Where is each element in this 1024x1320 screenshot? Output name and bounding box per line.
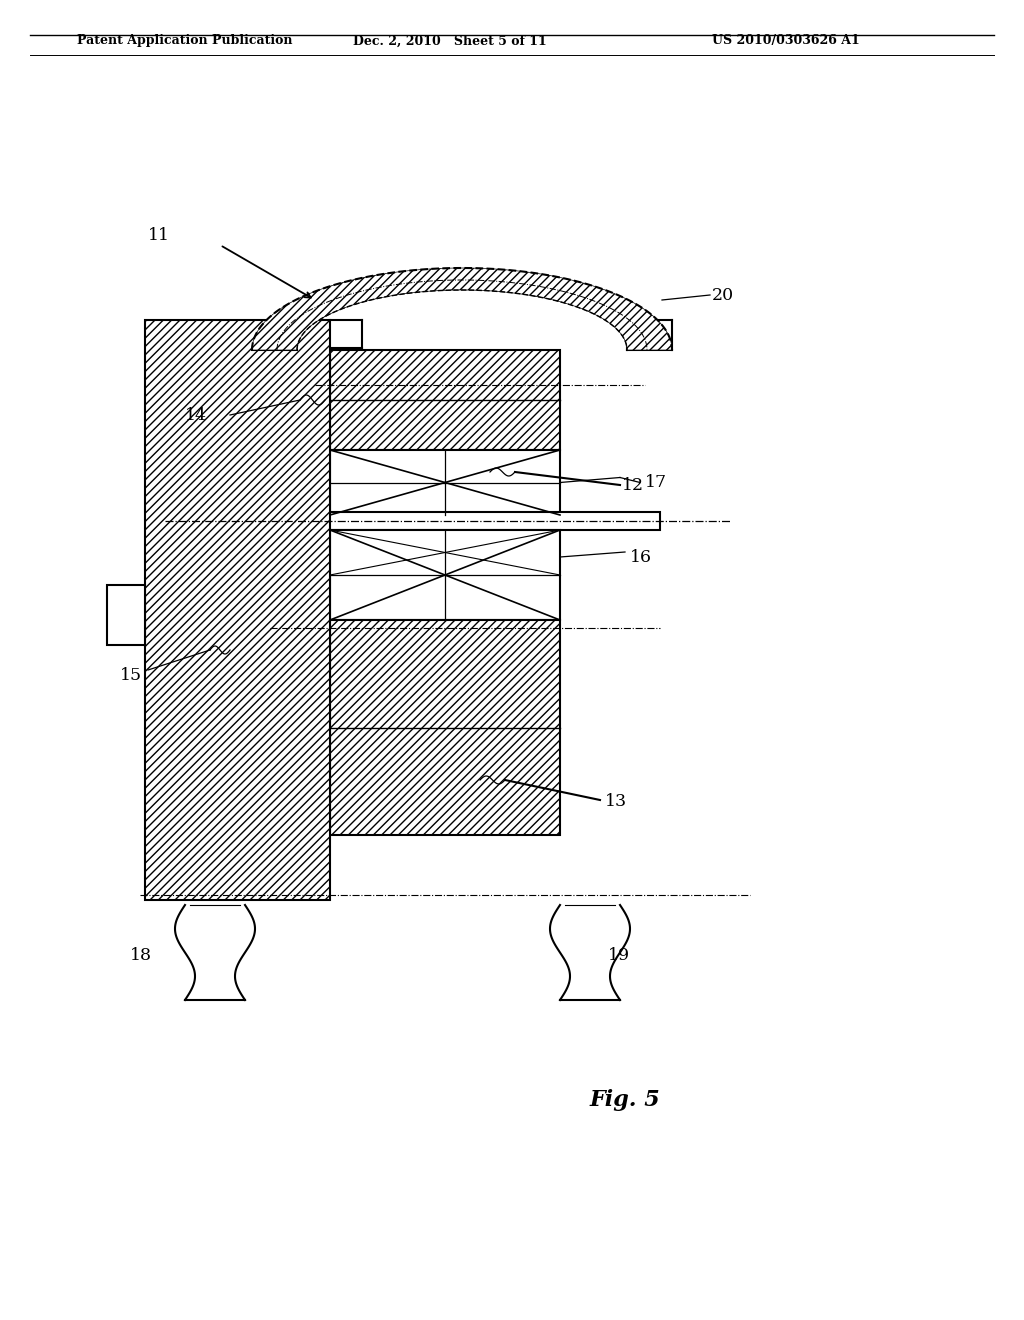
Text: 14: 14 (185, 407, 207, 424)
Text: Patent Application Publication: Patent Application Publication (77, 34, 292, 48)
Bar (330, 531, 560, 620)
Bar (330, 450, 560, 515)
Text: 20: 20 (712, 286, 734, 304)
Bar (145, 319, 330, 900)
Text: 16: 16 (630, 549, 652, 565)
Bar (330, 620, 560, 836)
Text: 11: 11 (148, 227, 170, 243)
Bar (330, 350, 560, 450)
Text: US 2010/0303626 A1: US 2010/0303626 A1 (712, 34, 859, 48)
Text: 15: 15 (120, 667, 142, 684)
Text: 19: 19 (608, 946, 630, 964)
Bar (245, 512, 660, 531)
Text: 13: 13 (605, 793, 627, 810)
Polygon shape (252, 268, 672, 350)
Text: Dec. 2, 2010   Sheet 5 of 11: Dec. 2, 2010 Sheet 5 of 11 (353, 34, 547, 48)
Text: 18: 18 (130, 946, 152, 964)
Text: 12: 12 (622, 477, 644, 494)
Text: Fig. 5: Fig. 5 (590, 1089, 660, 1111)
Bar (106, 585, 145, 644)
Text: 17: 17 (645, 474, 667, 491)
